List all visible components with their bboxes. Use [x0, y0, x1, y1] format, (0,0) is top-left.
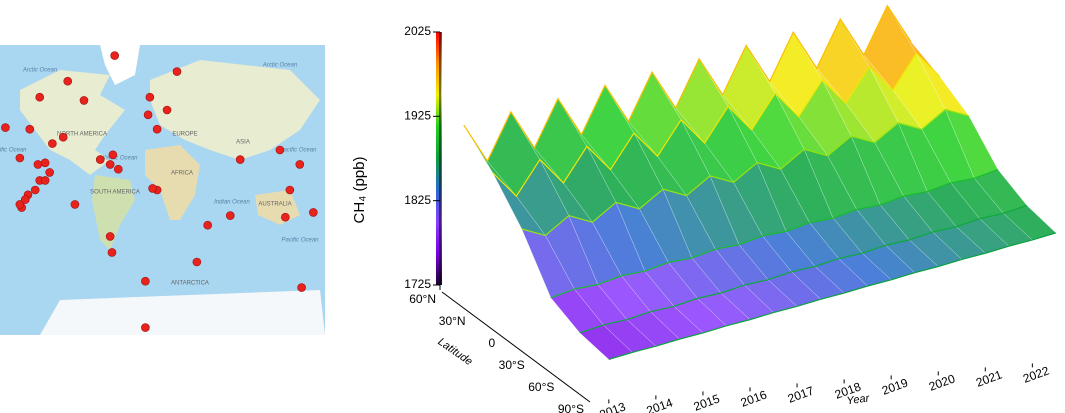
map-label: NORTH AMERICA — [57, 132, 107, 138]
x-tick-label: 2015 — [692, 391, 722, 413]
station — [148, 184, 157, 193]
x-tick-label: 2013 — [598, 399, 628, 413]
z-tick-label: 1725 — [404, 277, 431, 291]
latitude-line — [492, 52, 941, 198]
latitude-line — [550, 168, 999, 299]
station — [275, 145, 285, 155]
latitude-line — [579, 204, 1028, 334]
y-tick-label: 0 — [489, 336, 496, 350]
station — [20, 195, 30, 204]
station — [281, 212, 290, 222]
y-tick-label: 90°S — [558, 402, 584, 413]
station — [1, 123, 10, 132]
station — [15, 153, 25, 163]
station — [203, 220, 212, 230]
station — [63, 76, 73, 86]
land — [92, 175, 135, 250]
station — [110, 51, 119, 60]
station — [33, 160, 43, 169]
map-label: Atlantic Ocean — [97, 156, 138, 162]
x-tick-label: 2021 — [974, 367, 1004, 389]
z-tick-label: 2025 — [404, 24, 431, 38]
map-label: Indian Ocean — [214, 200, 250, 206]
station — [58, 132, 68, 142]
map-label: Pacific Ocean — [279, 148, 317, 154]
x-tick-label: 2014 — [645, 395, 675, 413]
station — [297, 283, 306, 292]
station — [15, 200, 25, 209]
station — [285, 185, 295, 195]
station — [141, 323, 150, 332]
station — [79, 96, 89, 105]
x-axis-title: Year — [846, 392, 871, 407]
map-label: EUROPE — [172, 132, 197, 138]
y-axis-title: Latitude — [436, 336, 475, 368]
station — [45, 168, 54, 177]
latitude-line — [521, 108, 970, 237]
land — [40, 290, 325, 335]
map-label: Pacific Ocean — [281, 238, 319, 244]
station — [25, 124, 35, 134]
station — [225, 211, 235, 220]
station — [295, 160, 305, 169]
y-tick-label: 60°N — [409, 292, 436, 306]
map-label: AUSTRALIA — [258, 202, 291, 208]
station — [70, 200, 80, 209]
station — [162, 105, 172, 115]
station — [143, 110, 153, 120]
station — [40, 158, 50, 168]
x-tick-label: 2019 — [880, 375, 910, 397]
map-label: Pacific Ocean — [0, 148, 27, 154]
station — [95, 155, 105, 164]
x-tick-label: 2016 — [739, 387, 769, 409]
station — [145, 92, 155, 102]
latitude-line — [463, 4, 912, 163]
map-label: ANTARCTICA — [171, 281, 209, 287]
station — [40, 176, 50, 185]
map-label: ASIA — [236, 140, 250, 146]
surface — [463, 4, 1057, 361]
station — [172, 67, 182, 76]
map-label: AFRICA — [171, 171, 193, 177]
station — [309, 208, 318, 217]
land — [100, 45, 140, 85]
map-label: Arctic Ocean — [22, 68, 58, 74]
z-tick-label: 1925 — [404, 109, 431, 123]
station — [108, 150, 118, 160]
z-axis-title: CH₄ (ppb) — [351, 157, 368, 224]
y-tick-label: 30°S — [499, 358, 525, 372]
station — [141, 276, 150, 286]
station-map: Arctic Ocean Arctic Ocean NORTH AMERICA EUR… — [0, 45, 325, 335]
station — [235, 155, 245, 164]
x-tick-label: 2017 — [786, 383, 816, 405]
land — [20, 70, 125, 175]
y-tick-label: 60°S — [528, 380, 554, 394]
x-tick-label: 2020 — [927, 371, 957, 393]
land — [145, 145, 200, 220]
station — [48, 139, 57, 148]
latitude-axis — [441, 291, 591, 403]
station — [152, 124, 162, 134]
station — [35, 92, 45, 102]
station — [113, 164, 123, 174]
land — [150, 60, 320, 160]
map-label: Arctic Ocean — [262, 63, 298, 69]
station — [105, 232, 115, 241]
colorbar — [436, 32, 442, 285]
station — [107, 248, 117, 257]
y-tick-label: 30°N — [439, 314, 466, 328]
x-tick-label: 2022 — [1021, 363, 1051, 385]
latitude-line — [608, 232, 1057, 361]
station — [105, 160, 115, 169]
station — [30, 185, 40, 195]
map-label: SOUTH AMERICA — [90, 190, 140, 196]
z-tick-label: 1825 — [404, 193, 431, 207]
station — [192, 257, 202, 267]
